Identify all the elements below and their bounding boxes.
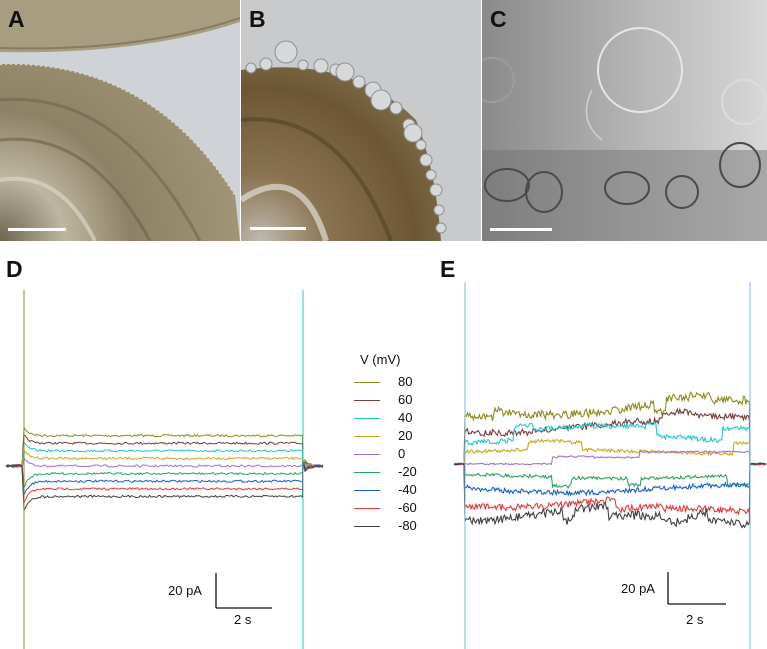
legend-entry: 20 bbox=[354, 428, 434, 446]
panel-a-label: A bbox=[8, 6, 25, 32]
panel-e-scale-time: 2 s bbox=[686, 612, 704, 627]
legend-entry: 80 bbox=[354, 374, 434, 392]
panel-e-traces: E 20 pA 2 s bbox=[440, 252, 767, 649]
panel-b-scale-bar bbox=[250, 227, 306, 230]
legend-label: -20 bbox=[398, 464, 417, 479]
current-trace bbox=[5, 460, 324, 496]
legend-label: -80 bbox=[398, 518, 417, 533]
legend-label: 0 bbox=[398, 446, 406, 461]
single-channel-trace bbox=[453, 438, 766, 466]
panel-e-plot bbox=[453, 282, 767, 649]
legend-title: V (mV) bbox=[360, 352, 401, 367]
legend-swatch bbox=[354, 382, 380, 383]
legend-label: 60 bbox=[398, 392, 413, 407]
legend-swatch bbox=[354, 400, 380, 401]
single-channel-trace bbox=[453, 462, 767, 529]
panel-b-label: B bbox=[249, 6, 266, 32]
single-channel-trace bbox=[453, 450, 767, 466]
legend-label: 40 bbox=[398, 410, 413, 425]
panel-d-scale-time: 2 s bbox=[234, 612, 252, 627]
single-channel-trace bbox=[453, 462, 767, 497]
current-trace bbox=[5, 456, 324, 471]
legend-label: -60 bbox=[398, 500, 417, 515]
single-channel-trace bbox=[453, 462, 767, 516]
panel-b-image bbox=[241, 0, 481, 241]
legend-entry: -80 bbox=[354, 518, 434, 536]
current-trace bbox=[5, 460, 324, 490]
legend-entry: 60 bbox=[354, 392, 434, 410]
current-trace bbox=[5, 448, 324, 471]
legend-swatch bbox=[354, 526, 380, 527]
legend-entry: -20 bbox=[354, 464, 434, 482]
legend-swatch bbox=[354, 490, 380, 491]
current-trace bbox=[5, 434, 324, 470]
panel-a-scale-bar bbox=[8, 228, 66, 231]
panel-e-scale-current: 20 pA bbox=[621, 581, 655, 596]
single-channel-trace bbox=[453, 391, 767, 466]
panel-d-scale-current: 20 pA bbox=[168, 583, 202, 598]
panel-e-label: E bbox=[440, 256, 456, 282]
panel-d-plot bbox=[5, 290, 324, 649]
panel-c-micrograph: C bbox=[482, 0, 767, 241]
panel-c-label: C bbox=[490, 6, 507, 32]
legend-label: -40 bbox=[398, 482, 417, 497]
panel-c-scale-bar bbox=[490, 228, 552, 231]
legend-swatch bbox=[354, 472, 380, 473]
current-trace bbox=[5, 442, 324, 470]
current-trace bbox=[5, 426, 324, 470]
current-trace bbox=[5, 460, 324, 505]
single-channel-trace bbox=[453, 420, 767, 466]
panel-d-label: D bbox=[6, 256, 23, 282]
legend-label: 80 bbox=[398, 374, 413, 389]
legend-entry: -60 bbox=[354, 500, 434, 518]
legend-swatch bbox=[354, 436, 380, 437]
legend-label: 20 bbox=[398, 428, 413, 443]
panel-a-image bbox=[0, 0, 240, 241]
legend-swatch bbox=[354, 454, 380, 455]
panel-a-micrograph: A bbox=[0, 0, 240, 241]
panel-d-traces: D 20 pA 2 s V (mV) 80 60 40 20 0 -20 -40 -60 -80 bbox=[0, 252, 440, 649]
single-channel-trace bbox=[453, 462, 767, 489]
legend-entry: 40 bbox=[354, 410, 434, 428]
panel-b-micrograph: B bbox=[241, 0, 481, 241]
legend-entry: 0 bbox=[354, 446, 434, 464]
legend-swatch bbox=[354, 418, 380, 419]
panel-c-image bbox=[482, 0, 767, 241]
legend-entry: -40 bbox=[354, 482, 434, 500]
legend-swatch bbox=[354, 508, 380, 509]
current-trace bbox=[5, 460, 324, 513]
